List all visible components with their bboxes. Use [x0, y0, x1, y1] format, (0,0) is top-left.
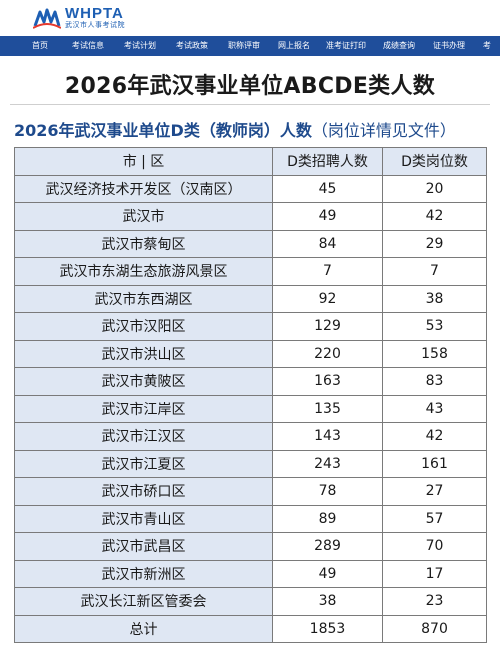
table-row: 武汉市 49 42	[14, 202, 487, 231]
section-title: 2026年武汉事业单位D类（教师岗）人数（岗位详情见文件）	[14, 117, 456, 141]
cell-district: 武汉市江岸区	[14, 394, 273, 423]
nav-item-exam-info[interactable]: 考试信息	[72, 41, 104, 50]
nav-item-more[interactable]: 考	[483, 41, 491, 50]
cell-recruit-count: 92	[272, 284, 383, 313]
cell-post-count: 42	[382, 422, 487, 451]
nav-item-score-query[interactable]: 成绩查询	[383, 41, 415, 50]
logo-text-cn: 武汉市人事考试院	[65, 21, 125, 29]
nav-item-certificate[interactable]: 证书办理	[433, 41, 465, 50]
cell-post-count: 43	[382, 394, 487, 423]
cell-post-count: 29	[382, 229, 487, 258]
logo-text-en: WHPTA	[65, 5, 124, 22]
column-header-post-count: D类岗位数	[382, 147, 487, 176]
column-header-district: 市 | 区	[14, 147, 273, 176]
table-row: 武汉市青山区 89 57	[14, 504, 487, 533]
cell-post-count: 870	[382, 614, 487, 643]
table-row: 武汉市硚口区 78 27	[14, 477, 487, 506]
cell-post-count: 158	[382, 339, 487, 368]
cell-recruit-count: 38	[272, 587, 383, 616]
cell-district: 武汉市蔡甸区	[14, 229, 273, 258]
cell-recruit-count: 7	[272, 257, 383, 286]
cell-district: 武汉市东西湖区	[14, 284, 273, 313]
table-header-row: 市 | 区 D类招聘人数 D类岗位数	[14, 147, 487, 176]
table-row: 武汉市东西湖区 92 38	[14, 284, 487, 313]
cell-district: 武汉经济技术开发区（汉南区）	[14, 174, 273, 203]
cell-district: 武汉市洪山区	[14, 339, 273, 368]
cell-post-count: 83	[382, 367, 487, 396]
nav-item-online-register[interactable]: 网上报名	[278, 41, 310, 50]
cell-recruit-count: 163	[272, 367, 383, 396]
cell-district: 武汉市东湖生态旅游风景区	[14, 257, 273, 286]
cell-recruit-count: 143	[272, 422, 383, 451]
cell-recruit-count: 49	[272, 202, 383, 231]
site-header: WHPTA 武汉市人事考试院	[0, 0, 500, 36]
table-row: 武汉市汉阳区 129 53	[14, 312, 487, 341]
cell-recruit-count: 78	[272, 477, 383, 506]
cell-district: 武汉市江夏区	[14, 449, 273, 478]
cell-recruit-count: 84	[272, 229, 383, 258]
cell-recruit-count: 220	[272, 339, 383, 368]
cell-recruit-count: 135	[272, 394, 383, 423]
column-header-recruit-count: D类招聘人数	[272, 147, 383, 176]
cell-district: 武汉长江新区管委会	[14, 587, 273, 616]
cell-district: 武汉市硚口区	[14, 477, 273, 506]
main-nav: 首页 考试信息 考试计划 考试政策 职称评审 网上报名 准考证打印 成绩查询 证…	[0, 36, 500, 56]
table-row: 武汉市武昌区 289 70	[14, 532, 487, 561]
table-row: 武汉市蔡甸区 84 29	[14, 229, 487, 258]
cell-recruit-count: 45	[272, 174, 383, 203]
cell-recruit-count: 289	[272, 532, 383, 561]
cell-post-count: 38	[382, 284, 487, 313]
cell-district: 武汉市	[14, 202, 273, 231]
logo-wave-icon	[32, 6, 62, 30]
cell-post-count: 53	[382, 312, 487, 341]
nav-item-admission-print[interactable]: 准考证打印	[326, 41, 366, 50]
table-row: 武汉经济技术开发区（汉南区） 45 20	[14, 174, 487, 203]
table-row: 武汉市洪山区 220 158	[14, 339, 487, 368]
title-divider	[10, 104, 490, 105]
section-title-text: 2026年武汉事业单位D类（教师岗）人数	[14, 121, 312, 140]
table-row: 武汉市江夏区 243 161	[14, 449, 487, 478]
cell-recruit-count: 243	[272, 449, 383, 478]
nav-item-exam-policy[interactable]: 考试政策	[176, 41, 208, 50]
table-row: 武汉市江岸区 135 43	[14, 394, 487, 423]
table-row: 武汉市新洲区 49 17	[14, 559, 487, 588]
cell-recruit-count: 49	[272, 559, 383, 588]
table-row: 武汉市江汉区 143 42	[14, 422, 487, 451]
page-title: 2026年武汉事业单位ABCDE类人数	[64, 74, 436, 99]
nav-item-exam-plan[interactable]: 考试计划	[124, 41, 156, 50]
cell-post-count: 20	[382, 174, 487, 203]
cell-district: 武汉市江汉区	[14, 422, 273, 451]
table-total-row: 总计 1853 870	[14, 614, 487, 643]
cell-post-count: 17	[382, 559, 487, 588]
nav-item-title-review[interactable]: 职称评审	[228, 41, 260, 50]
cell-recruit-count: 129	[272, 312, 383, 341]
table-row: 武汉长江新区管委会 38 23	[14, 587, 487, 616]
cell-post-count: 161	[382, 449, 487, 478]
cell-post-count: 27	[382, 477, 487, 506]
cell-post-count: 57	[382, 504, 487, 533]
table-row: 武汉市黄陂区 163 83	[14, 367, 487, 396]
cell-district: 武汉市汉阳区	[14, 312, 273, 341]
cell-district: 武汉市青山区	[14, 504, 273, 533]
cell-post-count: 70	[382, 532, 487, 561]
cell-recruit-count: 89	[272, 504, 383, 533]
nav-item-home[interactable]: 首页	[32, 41, 48, 50]
recruitment-table: 市 | 区 D类招聘人数 D类岗位数 武汉经济技术开发区（汉南区） 45 20 武汉市…	[14, 147, 487, 643]
cell-district: 总计	[14, 614, 273, 643]
section-title-note: （岗位详情见文件）	[311, 121, 456, 140]
cell-district: 武汉市黄陂区	[14, 367, 273, 396]
cell-post-count: 23	[382, 587, 487, 616]
table-row: 武汉市东湖生态旅游风景区 7 7	[14, 257, 487, 286]
cell-recruit-count: 1853	[272, 614, 383, 643]
site-logo[interactable]: WHPTA 武汉市人事考试院	[32, 5, 125, 30]
cell-district: 武汉市新洲区	[14, 559, 273, 588]
cell-post-count: 7	[382, 257, 487, 286]
cell-district: 武汉市武昌区	[14, 532, 273, 561]
cell-post-count: 42	[382, 202, 487, 231]
